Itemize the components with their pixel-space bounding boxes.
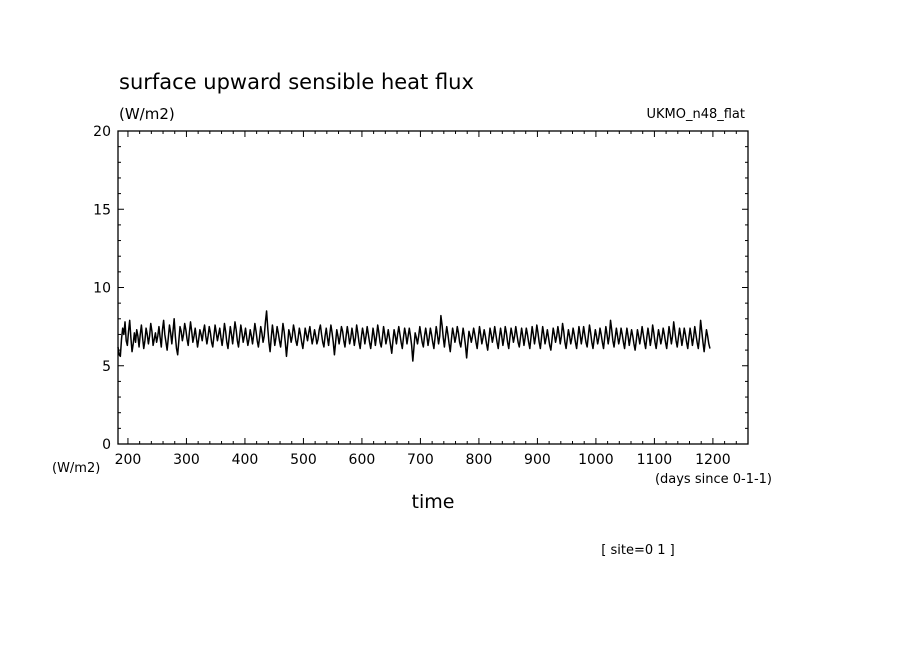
x-tick-label: 400	[232, 452, 259, 468]
x-tick-label: 1000	[578, 452, 614, 468]
x-units-label: (days since 0-1-1)	[655, 472, 772, 487]
x-tick-label: 1200	[695, 452, 731, 468]
x-tick-label: 500	[290, 452, 317, 468]
x-tick-label: 1100	[637, 452, 673, 468]
x-tick-label: 200	[115, 452, 142, 468]
chart-title: surface upward sensible heat flux	[119, 70, 474, 94]
y-tick-label: 15	[93, 202, 111, 218]
y-units-corner-label: (W/m2)	[52, 461, 100, 476]
x-tick-labels: 200 300 400 500 600 700 800 900 1000 1100 1200	[115, 452, 731, 468]
axis-ticks	[118, 130, 749, 445]
series-line	[117, 310, 711, 362]
plot-frame	[117, 130, 749, 445]
x-tick-label: 800	[466, 452, 493, 468]
x-tick-label: 300	[173, 452, 200, 468]
y-tick-label: 0	[102, 437, 111, 453]
y-tick-label: 10	[93, 281, 111, 297]
y-axis-unit-label: (W/m2)	[119, 105, 175, 123]
x-axis-label: time	[412, 491, 455, 513]
x-tick-label: 600	[349, 452, 376, 468]
y-tick-label: 5	[102, 359, 111, 375]
x-tick-label: 900	[524, 452, 551, 468]
y-tick-labels: 0 5 10 15 20	[93, 124, 111, 453]
y-tick-label: 20	[93, 124, 111, 140]
footnote-site: [ site=0 1 ]	[601, 543, 674, 558]
model-label: UKMO_n48_flat	[646, 107, 745, 122]
x-tick-label: 700	[407, 452, 434, 468]
